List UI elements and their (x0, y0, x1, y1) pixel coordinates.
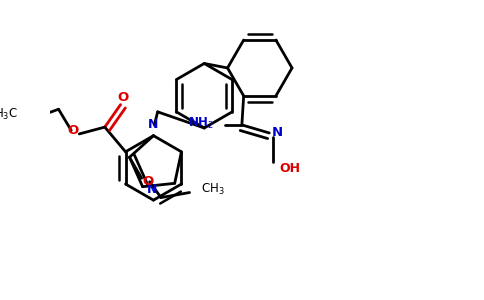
Text: OH: OH (279, 162, 300, 175)
Text: O: O (118, 91, 129, 104)
Text: N: N (148, 118, 159, 131)
Text: N: N (146, 183, 157, 196)
Text: NH$_2$: NH$_2$ (187, 116, 213, 131)
Text: O: O (67, 124, 78, 137)
Text: CH$_3$: CH$_3$ (201, 182, 225, 197)
Text: N: N (272, 127, 283, 140)
Text: O: O (142, 175, 153, 188)
Text: H$_3$C: H$_3$C (0, 107, 18, 122)
